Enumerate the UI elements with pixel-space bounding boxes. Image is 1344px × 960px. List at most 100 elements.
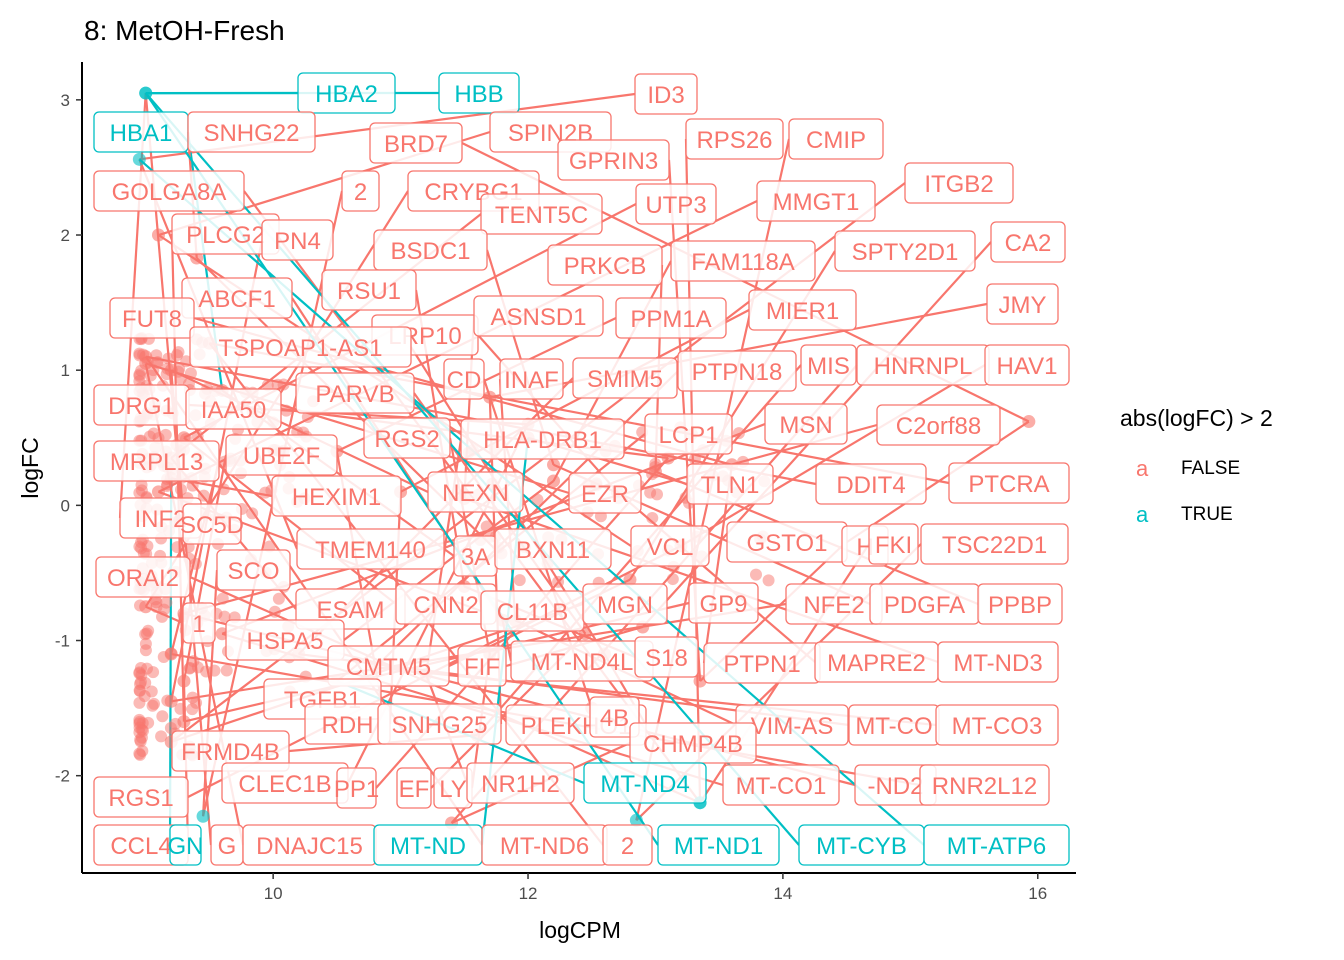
gene-label-text: CD (447, 367, 482, 394)
gene-label-box (685, 118, 784, 160)
gene-label-text: BXN11 (516, 537, 590, 564)
data-point (218, 610, 231, 623)
gene-label-text: INAF (504, 367, 559, 394)
gene-label-text: FRMD4B (181, 739, 280, 766)
gene-label-box (688, 582, 759, 624)
gene-label-box (634, 636, 699, 678)
gene-label: MT-CO1 (722, 764, 840, 806)
gene-label-text: MT-ND4 (600, 771, 689, 798)
gene-label-text: PPM1A (630, 306, 711, 333)
data-point (513, 574, 526, 587)
gene-label-text: UTP3 (645, 192, 706, 219)
gene-label-text: MT-ND3 (953, 650, 1042, 677)
gene-label-text: CL11B (497, 599, 569, 626)
gene-label-text: HAV1 (997, 353, 1058, 380)
gene-label-box (460, 418, 625, 460)
gene-label-text: TSPOAP1-AS1 (218, 335, 382, 362)
gene-label: HAV1 (984, 344, 1070, 386)
gene-label-text: FUT8 (122, 306, 182, 333)
gene-label-text: PN4 (274, 228, 321, 255)
gene-label-box (93, 440, 220, 482)
gene-label-text: MMGT1 (773, 189, 860, 216)
data-point (142, 624, 155, 637)
gene-label-text: TENT5C (495, 202, 588, 229)
gene-label: UTP3 (635, 183, 717, 225)
gene-label: SPTY2D1 (834, 230, 976, 272)
gene-label: BRD7 (369, 122, 463, 164)
gene-label: FAM118A (670, 240, 816, 282)
gene-label-box (189, 326, 412, 368)
data-point (183, 662, 196, 675)
gene-label: ORAI2 (95, 556, 191, 598)
data-point (177, 674, 191, 688)
gene-label: PN4 (261, 219, 334, 261)
x-axis-title: logCPM (539, 917, 621, 943)
gene-label-box (630, 525, 710, 567)
data-point (531, 493, 544, 506)
gene-label: CD (443, 358, 485, 400)
data-point (547, 458, 561, 472)
gene-label: RSU1 (321, 269, 417, 311)
gene-label: MIS (800, 344, 857, 386)
data-point (146, 699, 159, 712)
gene-label-box (722, 764, 840, 806)
gene-label: MGN (582, 583, 668, 625)
gene-label: LY (433, 767, 473, 809)
gene-label: MSN (764, 403, 848, 445)
gene-label: CL11B (480, 590, 585, 632)
gene-label: DDIT4 (815, 463, 927, 505)
gene-label: BSDC1 (373, 229, 488, 271)
gene-label-box (582, 583, 668, 625)
data-point (648, 465, 662, 479)
gene-label-box (834, 230, 976, 272)
gene-label-text: SNHG25 (391, 712, 487, 739)
gene-label-text: RPS26 (696, 127, 772, 154)
gene-label-text: LCP1 (658, 422, 718, 449)
gene-label-text: CMIP (806, 127, 866, 154)
data-point (197, 489, 210, 502)
data-point (272, 592, 285, 605)
gene-label-box (95, 556, 191, 598)
gene-label-box (868, 523, 919, 565)
data-point (134, 661, 147, 674)
gene-label-box (187, 111, 316, 153)
gene-label-text: HLA-DRB1 (483, 427, 602, 454)
gene-label: 3A (453, 535, 498, 577)
data-point (147, 427, 160, 440)
gene-label: ID3 (634, 73, 698, 115)
gene-label-text: 3A (461, 544, 490, 571)
gene-label-text: MAPRE2 (827, 650, 926, 677)
x-tick-label: 14 (773, 884, 792, 903)
gene-label: G (210, 824, 244, 866)
gene-label-box (480, 193, 603, 235)
gene-label: GN (168, 824, 204, 866)
gene-label-text: VIM-AS (751, 713, 834, 740)
data-point (646, 511, 659, 524)
gene-label: VCL (630, 525, 710, 567)
gene-label-text: C2orf88 (896, 413, 981, 440)
gene-label-box (295, 372, 415, 414)
gene-label: 2 (602, 824, 653, 866)
gene-label-text: ORAI2 (107, 565, 179, 592)
data-point (156, 710, 169, 723)
gene-label-text: FIF (464, 654, 500, 681)
gene-label: 1 (182, 602, 216, 644)
gene-label: CMTM5 (327, 645, 450, 687)
gene-label: PPM1A (615, 297, 727, 339)
gene-label-text: PTPN1 (723, 651, 800, 678)
gene-label-box (948, 462, 1070, 504)
y-tick-label: 0 (61, 496, 70, 515)
gene-label-box (182, 503, 242, 545)
data-point (693, 674, 707, 688)
gene-label-box (185, 388, 282, 430)
gene-label: TSC22D1 (920, 523, 1069, 565)
gene-label: -ND2 (854, 764, 937, 806)
gene-label-box (986, 283, 1059, 325)
gene-label: BXN11 (494, 528, 612, 570)
data-point (220, 664, 233, 677)
data-point (688, 453, 701, 466)
data-point (135, 731, 148, 744)
gene-label-box (990, 221, 1066, 263)
label-connector (183, 423, 878, 615)
